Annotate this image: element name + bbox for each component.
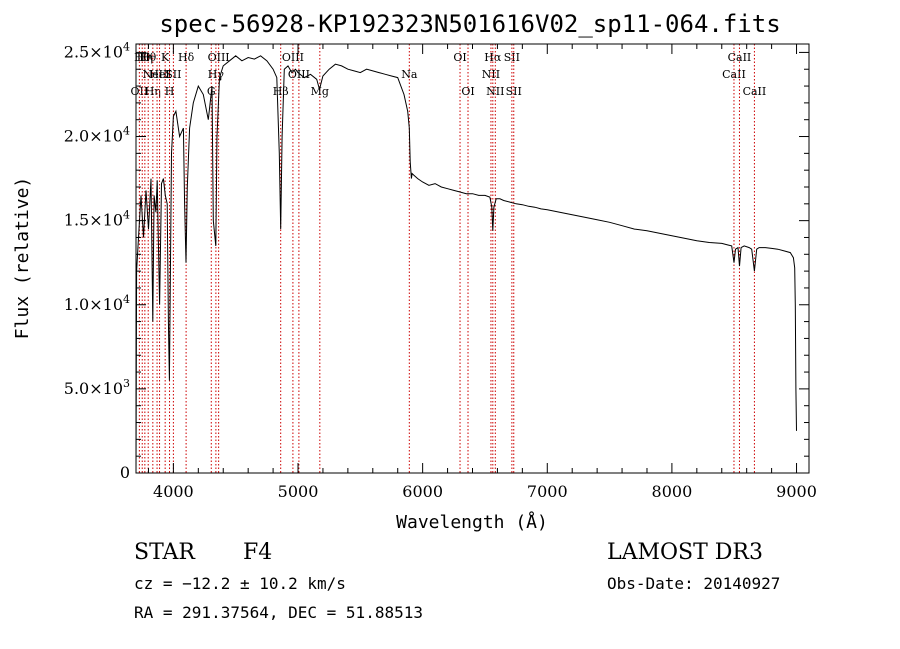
y-tick-label: 1.5×104	[64, 209, 130, 230]
spectral-line-label: SII	[165, 68, 181, 81]
x-tick-label: 5000	[278, 482, 319, 501]
spectral-line-label: K	[161, 51, 170, 64]
x-axis: 4000 5000 6000 7000 8000 9000	[147, 44, 817, 501]
spectral-line-label: Na	[401, 68, 418, 81]
spectral-line-label: SII	[504, 51, 520, 64]
spectral-line-label: Hη	[145, 85, 161, 98]
coordinates-readout: RA = 291.37564, DEC = 51.88513	[134, 603, 423, 622]
spectral-line-label: Hθ	[134, 51, 151, 64]
spectral-line-label: NII	[482, 68, 500, 81]
spectral-line-label: OII	[131, 85, 149, 98]
spectral-line-label: CaII	[722, 68, 746, 81]
spectral-line-label: SII	[506, 85, 522, 98]
x-axis-label: Wavelength (Å)	[396, 511, 548, 533]
spectral-line-label: Hθ	[140, 51, 157, 64]
spectrum-curve	[135, 55, 797, 474]
observation-date: Obs-Date: 20140927	[607, 574, 781, 593]
spectral-line-label: CaII	[728, 51, 752, 64]
y-axis: 0 5.0×103 1.0×104 1.5×104 2.0×104 2.5×104	[64, 40, 809, 482]
spectral-line-label: OIII	[208, 51, 230, 64]
spectral-line-label: Hβ	[273, 85, 289, 98]
spectral-line-label: Hη	[137, 51, 153, 64]
object-class: STAR	[134, 540, 195, 565]
spectral-line-label: HeI	[149, 68, 169, 81]
y-axis-label: Flux (relative)	[12, 177, 33, 340]
y-tick-label: 2.5×104	[64, 40, 130, 61]
plot-frame	[135, 43, 810, 474]
y-tick-label: 5.0×103	[64, 377, 130, 398]
spectral-line-label: OIII	[288, 68, 310, 81]
spectral-line-label: CaII	[743, 85, 767, 98]
y-tick-label: 2.0×104	[64, 125, 130, 146]
spectral-line-label: NII	[486, 85, 504, 98]
x-tick-label: 7000	[527, 482, 568, 501]
x-tick-label: 9000	[776, 482, 817, 501]
y-tick-label: 1.0×104	[64, 293, 130, 314]
chart-title: spec-56928-KP192323N501616V02_sp11-064.f…	[159, 10, 780, 38]
spectral-line-label: H	[165, 85, 175, 98]
spectral-line-label: OI	[461, 85, 474, 98]
spectral-line-markers: OIIHθHηHθHηNeIIIHeIKHSIIHδGHγOIIIHβOIIIO…	[131, 44, 767, 473]
x-tick-label: 6000	[402, 482, 443, 501]
x-tick-label: 8000	[652, 482, 693, 501]
x-tick-label: 4000	[153, 482, 194, 501]
spectral-line-label: Hα	[484, 51, 502, 64]
spectral-line-label: NeIII	[142, 68, 171, 81]
spectral-line-label: Mg	[311, 85, 329, 98]
spectral-line-label: OIII	[282, 51, 304, 64]
object-subclass: F4	[243, 540, 273, 565]
survey-name: LAMOST DR3	[607, 540, 763, 565]
redshift-readout: cz = −12.2 ± 10.2 km/s	[134, 574, 346, 593]
spectral-line-label: Hγ	[208, 68, 225, 81]
spectral-line-label: Hδ	[178, 51, 195, 64]
y-tick-label: 0	[120, 463, 130, 482]
spectral-line-label: OI	[453, 51, 466, 64]
